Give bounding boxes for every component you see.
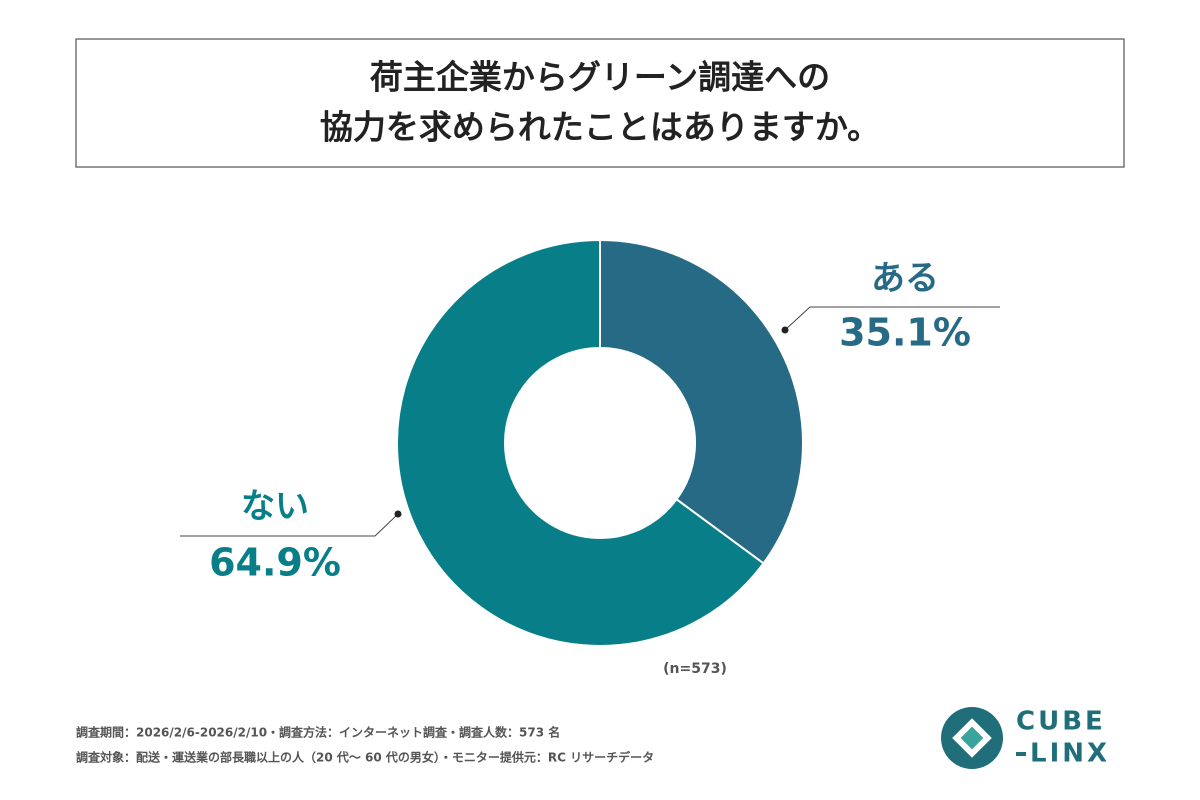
logo-bar [1016,752,1026,756]
logo-icon [960,726,984,750]
slice [396,238,765,647]
leader-dot [394,510,402,518]
value-label: 35.1% [839,311,971,355]
footer: 調査対象：配送・運送業の部長職以上の人（20 代～ 60 代の男女）・モニター提… [76,750,654,765]
slice-label: ある [871,259,939,299]
leader-line [180,513,399,537]
title-box [75,38,1125,168]
logo-text: LINX [1030,739,1110,769]
slice-label: ない [241,487,309,527]
leader-line [784,306,1000,331]
value-label: 64.9% [209,541,341,585]
leader-dot [781,326,789,334]
chart-title: 協力を求められたことはありますか。 [320,108,880,147]
footer: 調査期間：2026/2/6-2026/2/10・調査方法：インターネット調査・調… [76,725,560,740]
sample-note: (n=573) [663,661,727,677]
chart-title: 荷主企業からグリーン調達への [370,58,830,97]
logo: CUBE LINX [941,707,1110,769]
slice [599,238,804,565]
logo-text: CUBE [1016,707,1106,737]
